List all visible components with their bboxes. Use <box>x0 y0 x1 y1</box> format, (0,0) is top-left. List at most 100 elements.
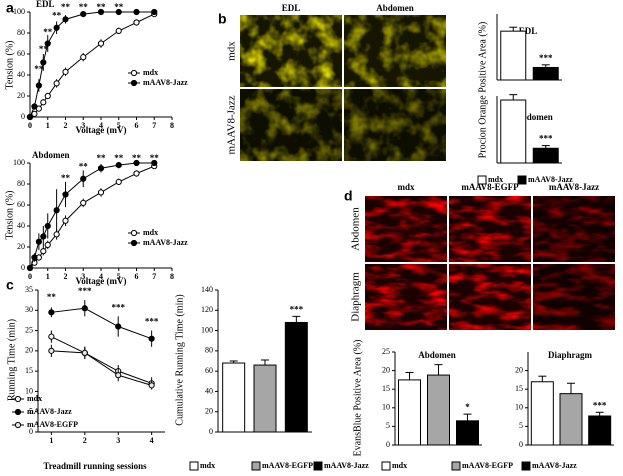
y-tick-label: 10 <box>382 403 390 412</box>
annotation: ** <box>132 153 142 163</box>
data-point <box>53 207 60 214</box>
image-column-label: Abdomen <box>376 3 414 13</box>
bar <box>532 66 559 81</box>
series-line <box>51 307 152 340</box>
bar <box>284 321 308 433</box>
y-tick-label: 20 <box>25 346 33 355</box>
chart-title: EDL <box>36 0 55 9</box>
data-point <box>133 170 140 177</box>
data-point <box>81 349 88 356</box>
annotation: ** <box>150 153 160 163</box>
annotation: ** <box>114 2 124 12</box>
y-tick-label: 120 <box>201 305 213 314</box>
data-point <box>115 162 122 169</box>
x-axis-label: Treadmill running sessions <box>43 461 147 471</box>
legend-label: mAAV8-Jazz <box>324 461 369 470</box>
legend-marker <box>130 239 138 247</box>
data-point <box>48 309 55 316</box>
data-point <box>62 191 69 198</box>
legend-label: mAAV8-EGFP <box>262 461 313 470</box>
data-point <box>151 8 158 16</box>
data-point <box>115 8 122 16</box>
annotation: ** <box>43 27 53 37</box>
x-tick-label: 3 <box>81 272 85 281</box>
image-column-label: mAAV8-Jazz <box>549 182 599 192</box>
legend-marker <box>14 408 22 416</box>
bar <box>222 362 246 433</box>
data-point <box>62 16 69 23</box>
chart-title: Abdomen <box>32 150 70 160</box>
legend-marker <box>130 69 138 77</box>
y-tick-label: 15 <box>515 384 523 393</box>
legend-label: mdx <box>200 461 215 470</box>
x-axis-label: Voltage (mV) <box>76 276 127 286</box>
data-point <box>48 347 55 354</box>
legend-label: mdx <box>143 228 158 237</box>
x-axis-label: Voltage (mV) <box>76 125 127 135</box>
data-point <box>40 248 47 255</box>
image-column-label: mAAV8-EGFP <box>461 182 519 192</box>
data-point <box>133 8 140 16</box>
image-row-label: mdx <box>226 41 238 61</box>
y-tick-label: 35 <box>25 285 33 294</box>
legend-label: mdx <box>392 461 407 470</box>
data-point <box>44 40 51 47</box>
legend-swatch <box>451 461 461 471</box>
legend-label: mdx <box>143 68 158 77</box>
x-tick-label: 5 <box>117 272 121 281</box>
annotation: ** <box>52 10 62 20</box>
data-point <box>97 189 105 196</box>
chart-title: Abdomen <box>515 112 553 122</box>
y-tick-label: 60 <box>17 49 25 58</box>
x-tick-label: 2 <box>83 436 87 445</box>
legend-marker <box>14 395 22 403</box>
data-point <box>97 165 105 172</box>
annotation: ** <box>39 44 49 54</box>
y-tick-label: 5 <box>386 421 390 430</box>
panel-label: c <box>6 277 14 293</box>
y-tick-label: 80 <box>17 28 25 37</box>
data-point <box>48 333 55 340</box>
chart-title: Diaphragm <box>548 350 593 360</box>
y-axis-label: Procion Orange Positive Area (%) <box>477 22 488 159</box>
data-point <box>81 305 88 312</box>
data-point <box>133 19 140 26</box>
y-tick-label: 0 <box>209 427 213 436</box>
bar <box>427 374 450 446</box>
legend-swatch <box>189 461 199 471</box>
annotation: ** <box>61 173 71 183</box>
bar <box>532 147 559 164</box>
annotation: ** <box>47 292 57 302</box>
legend-swatch <box>477 175 487 185</box>
y-tick-label: 20 <box>17 242 25 251</box>
y-tick-label: 60 <box>205 366 213 375</box>
bar <box>398 379 421 446</box>
y-axis-label: EvansBlue Positive Area (%) <box>352 340 363 457</box>
legend-label: mAAV8-Jazz <box>528 175 573 184</box>
data-point <box>44 92 51 100</box>
data-point <box>80 54 87 61</box>
y-tick-label: 140 <box>201 285 213 294</box>
data-point <box>80 199 87 206</box>
panel-label: d <box>344 188 353 204</box>
y-tick-label: 30 <box>25 305 33 314</box>
data-point <box>44 222 51 230</box>
x-tick-label: 6 <box>135 121 139 130</box>
legend-label: mAAV8-Jazz <box>532 461 577 470</box>
data-point <box>35 82 42 89</box>
legend-marker <box>130 79 138 87</box>
image-row-label: mAAV8-Jazz <box>226 95 238 154</box>
data-point <box>53 231 60 238</box>
y-tick-label: 80 <box>17 179 25 188</box>
data-point <box>53 80 60 87</box>
x-tick-label: 0 <box>28 121 32 130</box>
x-tick-label: 6 <box>135 272 139 281</box>
y-tick-label: 0 <box>386 440 390 449</box>
data-point <box>97 8 105 16</box>
series-line <box>29 162 155 269</box>
legend-label: mAAV8-Jazz <box>27 407 72 416</box>
x-tick-label: 1 <box>46 121 50 130</box>
annotation: *** <box>593 400 607 410</box>
y-axis-label: Running Time (min) <box>6 319 17 401</box>
data-point <box>148 335 155 342</box>
